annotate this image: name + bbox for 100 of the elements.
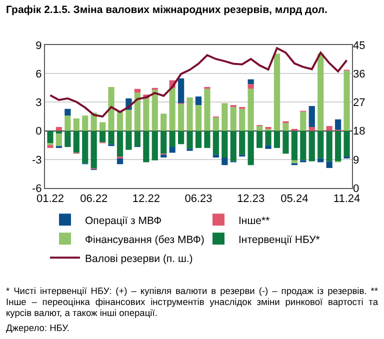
x-tick-label: 12.22: [132, 193, 160, 206]
bar: [239, 108, 246, 131]
bar: [186, 130, 193, 149]
bar: [222, 130, 228, 158]
y-tick-label: -3: [32, 154, 42, 166]
bar: [73, 118, 80, 131]
bar: [308, 130, 315, 162]
bar: [82, 116, 88, 131]
bar: [318, 158, 324, 162]
bar: [212, 130, 219, 155]
y-tick-label: 6: [36, 68, 42, 80]
y2-tick-label: 45: [353, 40, 366, 52]
bar: [152, 90, 158, 131]
y2-tick-label: 9: [353, 154, 360, 166]
bar: [230, 106, 236, 131]
bar: [73, 130, 80, 153]
bar: [326, 161, 332, 168]
bar: [334, 119, 342, 130]
bar: [178, 104, 184, 131]
bar: [222, 157, 228, 166]
bar: [134, 130, 140, 146]
bar: [116, 158, 124, 164]
bar: [169, 130, 176, 148]
bar: [108, 130, 114, 144]
bar: [204, 88, 210, 131]
bar: [152, 130, 158, 160]
bar: [64, 116, 71, 131]
bar: [134, 92, 140, 131]
y2-tick-label: 18: [353, 126, 366, 138]
bar: [100, 122, 106, 131]
bar: [143, 130, 150, 162]
x-tick-label: 11.24: [333, 193, 360, 206]
chart-title: Графік 2.1.5. Зміна валових міжнародних резервів, млрд дол.: [6, 4, 328, 16]
line-series: [49, 47, 348, 118]
bar: [308, 106, 315, 127]
bar: [178, 78, 184, 104]
bar: [282, 123, 289, 131]
bar: [308, 126, 315, 131]
bar: [143, 98, 150, 131]
x-tick-label: 12.23: [237, 193, 265, 206]
bar: [116, 112, 124, 131]
bar: [82, 130, 88, 164]
bar: [300, 112, 306, 131]
bar: [326, 126, 332, 131]
bar: [344, 130, 350, 157]
y-tick-label: 9: [36, 40, 42, 52]
bar: [230, 130, 236, 162]
bar: [178, 130, 184, 144]
bar: [326, 130, 332, 162]
bar: [195, 105, 202, 131]
bar: [126, 130, 132, 150]
bar: [126, 110, 132, 131]
bar: [212, 117, 219, 131]
x-tick-label: 05.24: [280, 193, 308, 206]
bar: [274, 130, 280, 148]
bar: [256, 126, 263, 131]
bar: [344, 70, 350, 131]
bar: [204, 130, 210, 148]
y2-tick-label: 27: [353, 97, 366, 110]
x-tick-label: 06.22: [80, 193, 108, 206]
x-tick-label: 01.22: [36, 193, 64, 206]
x-tick-label: 06.23: [184, 193, 212, 206]
bar: [186, 97, 193, 131]
bar: [256, 130, 263, 148]
bar: [64, 108, 71, 116]
bar: [134, 88, 140, 93]
legend-label: Операції з МВФ: [85, 214, 162, 227]
bar: [56, 134, 62, 146]
y-tick-label: 3: [36, 97, 42, 110]
bar: [239, 130, 246, 155]
text: * Чисті інтервенції НБУ: (+) – купівля валюти в резерви (-) – продаж із резервів. ** Інше – переоцінка фінансових інструментів унаслідок зміни ринкової вартості та курсів валют, а також інші операції.: [6, 286, 378, 319]
bar: [318, 130, 324, 158]
bar: [222, 103, 228, 131]
bar: [169, 147, 176, 153]
bar: [56, 126, 62, 131]
bar: [160, 130, 167, 154]
bar: [248, 79, 254, 84]
legend-label: Фінансування (без МВФ): [85, 234, 204, 246]
bar: [282, 130, 289, 154]
bar: [318, 54, 324, 131]
bar: [274, 54, 280, 131]
bar: [248, 84, 254, 89]
bar: [90, 130, 97, 168]
bar: [195, 130, 202, 148]
bar: [195, 96, 202, 106]
bar: [248, 88, 254, 131]
legend-label: Валові резерви (п. ш.): [85, 252, 193, 265]
y2-tick-label: 0: [353, 182, 360, 195]
bar: [291, 130, 298, 160]
bar: [64, 130, 71, 148]
bar: [212, 154, 219, 158]
y-tick-label: 0: [36, 126, 42, 138]
legend-label: Інтервенції НБУ*: [238, 234, 320, 246]
bar: [116, 130, 124, 157]
bar: [300, 130, 306, 160]
legend-label: Інше**: [238, 214, 270, 227]
bar: [265, 145, 272, 149]
bar: [169, 88, 176, 131]
bar: [265, 130, 272, 146]
y-tick-label: -6: [32, 182, 42, 195]
